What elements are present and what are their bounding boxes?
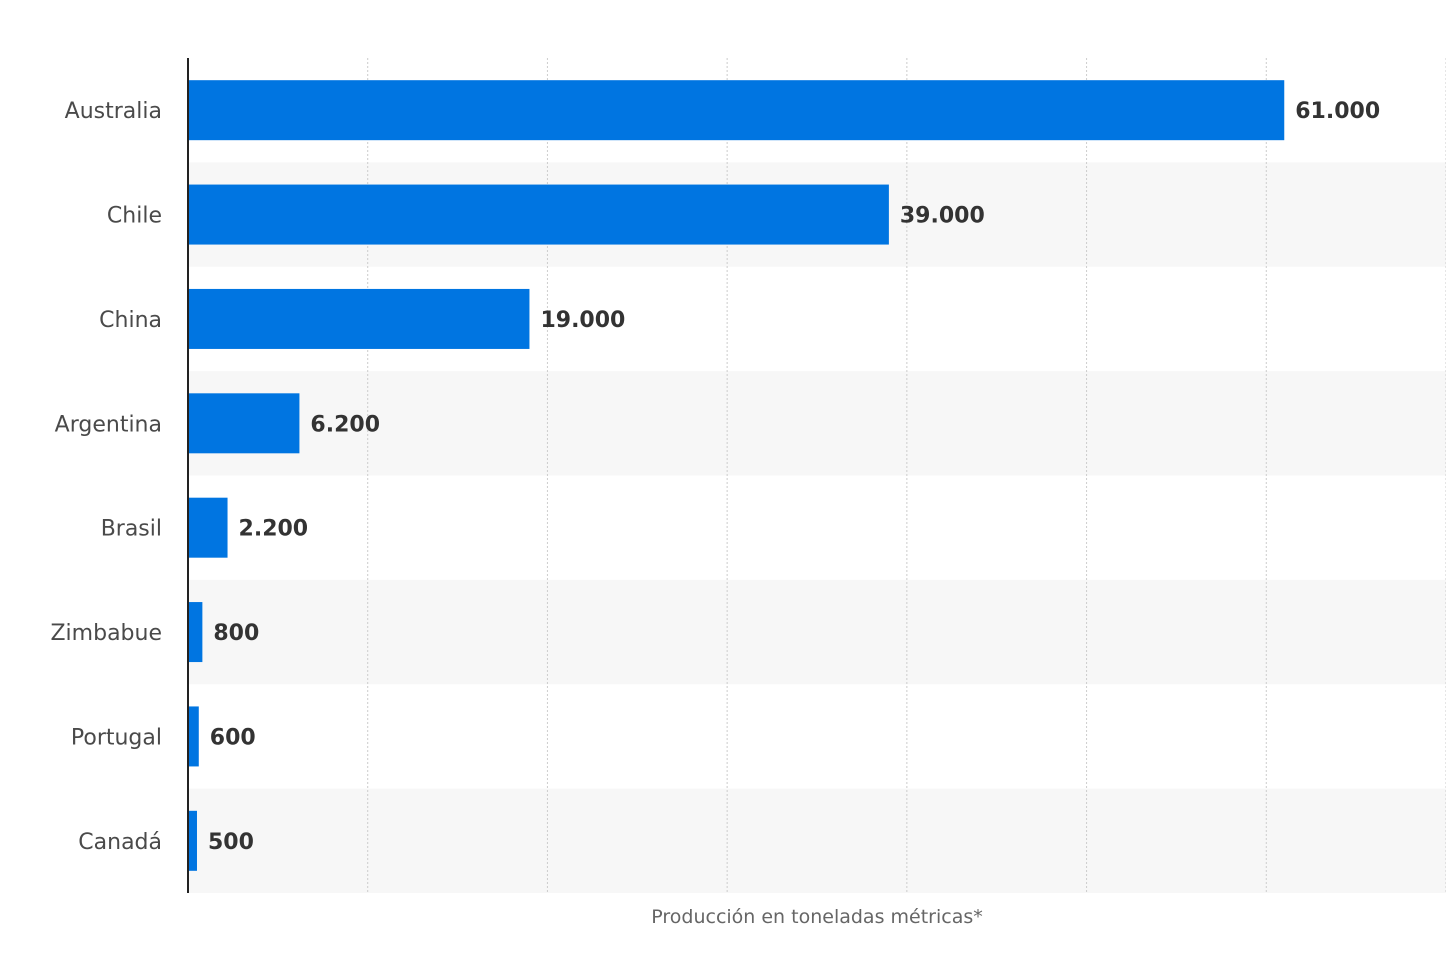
bar [188, 706, 199, 767]
category-label: Brasil [101, 517, 162, 542]
value-label: 600 [210, 725, 256, 750]
x-axis-title: Producción en toneladas métricas* [651, 906, 983, 928]
bar [188, 184, 889, 245]
bar [188, 810, 197, 871]
bar [188, 602, 203, 663]
value-label: 61.000 [1295, 99, 1380, 124]
category-label: Argentina [55, 412, 162, 437]
value-label: 39.000 [900, 204, 985, 229]
category-label: Chile [107, 204, 162, 229]
row-band [188, 788, 1446, 893]
value-labels: 61.000 39.000 19.000 6.200 2.200 800 600 500 [208, 99, 1380, 855]
gridlines [367, 58, 1446, 893]
bars [188, 80, 1285, 871]
bar [188, 393, 300, 454]
bar [188, 288, 530, 349]
value-label: 6.200 [310, 412, 380, 437]
bar [188, 497, 228, 558]
value-label: 800 [213, 621, 259, 646]
category-label: Portugal [71, 725, 162, 750]
value-label: 2.200 [239, 517, 309, 542]
category-label: Canadá [78, 830, 162, 855]
category-label: China [99, 308, 162, 333]
row-bands [188, 162, 1446, 893]
category-labels: Australia Chile China Argentina Brasil Zimbab… [50, 99, 162, 855]
category-label: Zimbabue [50, 621, 162, 646]
category-label: Australia [65, 99, 162, 124]
value-label: 19.000 [540, 308, 625, 333]
row-band [188, 371, 1446, 476]
row-band [188, 579, 1446, 685]
value-label: 500 [208, 830, 254, 855]
bar [188, 80, 1285, 141]
